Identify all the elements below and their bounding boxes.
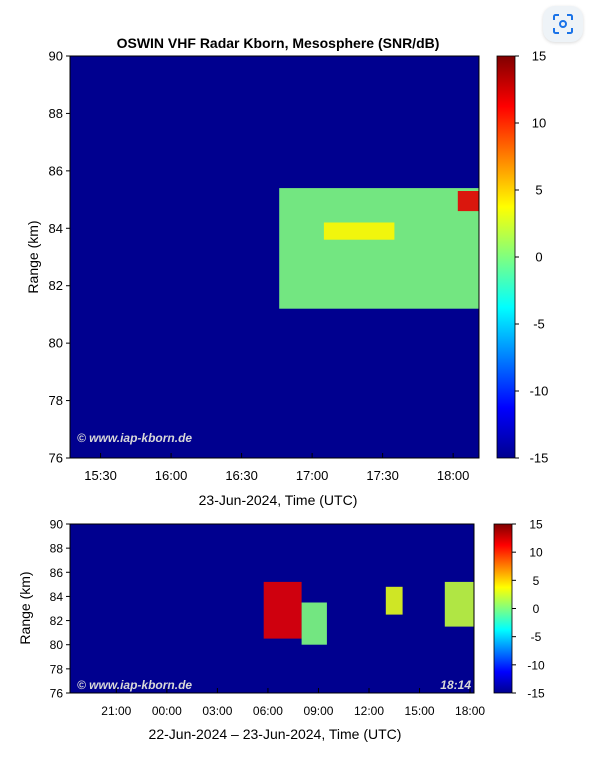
bottom-plot-frame	[69, 523, 475, 694]
bot-y-tick-label: 78	[50, 662, 64, 676]
top-plot-frame	[69, 55, 480, 459]
bot-colorbar-tick-label: 5	[533, 574, 540, 588]
top-colorbar-tick-label: -15	[530, 451, 549, 466]
top-watermark: © www.iap-kborn.de	[77, 431, 192, 445]
bot-y-tick-label: 88	[50, 542, 64, 556]
lens-scan-icon	[553, 14, 573, 34]
bot-y-tick-label: 80	[50, 638, 64, 652]
top-colorbar-tick-label: -5	[533, 317, 545, 332]
top-x-tick-label: 16:30	[225, 468, 258, 483]
bot-x-tick-label: 18:00	[455, 704, 485, 718]
top-y-tick-label: 76	[49, 451, 63, 466]
top-colorbar-tick-label: 10	[532, 116, 546, 131]
bot-colorbar-tick-label: 15	[529, 518, 543, 532]
top-chart-title: OSWIN VHF Radar Kborn, Mesosphere (SNR/d…	[117, 35, 440, 51]
top-y-axis-label: Range (km)	[25, 220, 41, 293]
top-x-tick-label: 17:00	[296, 468, 329, 483]
bot-x-tick-label: 03:00	[202, 704, 232, 718]
top-echo-region-0	[279, 188, 479, 309]
top-echo-region-1	[323, 222, 395, 240]
top-x-tick-label: 17:30	[366, 468, 399, 483]
top-x-axis-label: 23-Jun-2024, Time (UTC)	[199, 492, 358, 508]
bottom-timestamp: 18:14	[440, 678, 471, 692]
top-y-tick-label: 84	[49, 221, 63, 236]
bot-y-tick-label: 86	[50, 566, 64, 580]
bot-y-tick-label: 84	[50, 590, 64, 604]
top-colorbar: 15 10 5 0 -5 -10 -15	[496, 49, 549, 466]
bot-y-tick-label: 82	[50, 614, 64, 628]
bottom-y-axis-label: Range (km)	[17, 571, 33, 644]
bottom-watermark: © www.iap-kborn.de	[77, 678, 192, 692]
top-echo-region-2	[457, 191, 479, 212]
bot-y-tick-label: 76	[50, 687, 64, 701]
bot-echo-region-1	[301, 602, 327, 645]
bot-colorbar-tick-label: -10	[527, 658, 545, 672]
bot-colorbar-tick-label: -5	[531, 630, 542, 644]
bot-colorbar-tick-label: -15	[527, 687, 545, 701]
top-x-tick-label: 15:30	[84, 468, 117, 483]
bot-echo-region-0	[263, 581, 302, 639]
top-colorbar-tick-label: 0	[535, 250, 542, 265]
bot-x-tick-label: 06:00	[253, 704, 283, 718]
top-y-tick-label: 86	[49, 163, 63, 178]
top-colorbar-tick-label: 5	[535, 183, 542, 198]
bot-x-tick-label: 15:00	[405, 704, 435, 718]
bottom-x-axis-label: 22-Jun-2024 – 23-Jun-2024, Time (UTC)	[149, 726, 402, 742]
top-y-tick-label: 88	[49, 106, 63, 121]
bot-echo-region-3	[444, 581, 474, 627]
top-plot-area	[70, 56, 479, 458]
bottom-plot-area	[70, 524, 474, 693]
top-y-tick-label: 90	[49, 49, 63, 64]
bottom-colorbar: 15 10 5 0 -5 -10 -15	[493, 518, 545, 701]
bot-colorbar-tick-label: 0	[533, 602, 540, 616]
bot-y-tick-label: 90	[50, 518, 64, 532]
top-y-tick-label: 80	[49, 336, 63, 351]
bottom-colorbar-gradient	[493, 523, 513, 694]
bot-x-tick-label: 00:00	[152, 704, 182, 718]
top-x-tick-label: 18:00	[437, 468, 470, 483]
top-colorbar-tick-label: 15	[532, 49, 546, 64]
top-x-tick-label: 16:00	[155, 468, 188, 483]
top-y-tick-label: 78	[49, 393, 63, 408]
bot-echo-region-2	[385, 586, 403, 615]
top-colorbar-tick-label: -10	[530, 384, 549, 399]
top-colorbar-gradient	[496, 55, 516, 459]
lens-scan-button[interactable]	[543, 6, 583, 42]
bot-colorbar-tick-label: 10	[529, 546, 543, 560]
bot-x-tick-label: 09:00	[303, 704, 333, 718]
top-y-tick-label: 82	[49, 278, 63, 293]
bot-x-tick-label: 12:00	[354, 704, 384, 718]
bot-x-tick-label: 21:00	[101, 704, 131, 718]
